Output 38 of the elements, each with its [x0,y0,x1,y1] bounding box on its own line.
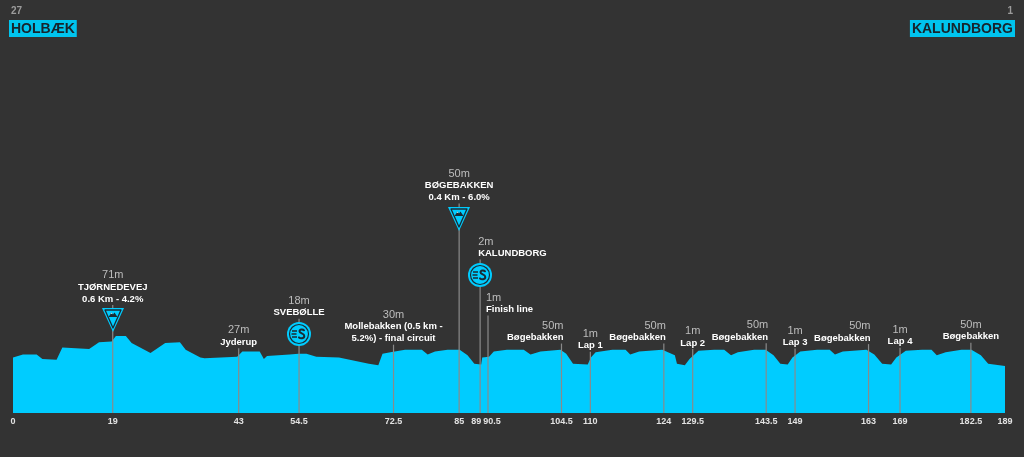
x-tick-label: 163 [861,416,877,427]
x-tick-label: 19 [107,416,118,427]
x-tick-label: 104.5 [550,416,573,427]
x-tick-label: 124 [656,416,672,427]
text: KALUNDBORG [911,19,1014,36]
ref-line-label: 1m Finish line [486,290,533,315]
ref-line-label: 30m Mollebakken (0.5 km - 5.2%) - final circuit [344,307,443,344]
ref-line-label: 1m Lap 2 [680,324,706,348]
ref-line-label: 50m Bøgebakken [506,318,564,343]
ref-line-label: 50m Bøgebakken [942,317,1000,342]
x-tick-label: 85 [454,416,465,427]
text: HOLBÆK [11,19,75,36]
ref-line-label: 50m Bøgebakken [814,319,871,343]
x-tick-label: 149 [787,416,803,427]
x-tick-label: 129.5 [681,416,704,427]
ref-line-label: 18m SVEBØLLE [273,293,325,318]
ref-line-label: 27m Jyderup [220,323,258,347]
x-tick-label: 110 [583,416,598,427]
ref-line-label: 71m TJØRNEDEVEJ 0.6 Km - 4.2% [77,268,148,304]
ref-line-label: 1m Lap 1 [577,326,604,351]
text: 27 [11,4,23,16]
x-tick-label: 90.5 [483,416,501,427]
ref-line-label: 50m BØGEBAKKEN 0.4 Km - 6.0% [424,166,494,203]
x-tick-label: 89 [471,416,482,427]
ref-line-label: 1m Lap 3 [782,323,808,348]
ref-line-label: 50m Bøgebakken [711,318,769,342]
x-tick-label: 0 [10,416,16,427]
x-tick-label: 54.5 [290,416,308,427]
ref-line-label: 2m KALUNDBORG [478,234,547,259]
x-tick-label: 169 [892,416,908,427]
x-tick-label: 182.5 [959,416,983,427]
text: 1 [1007,4,1014,16]
ref-line-label: 1m Lap 4 [887,322,914,347]
x-tick-label: 143.5 [754,416,778,427]
ref-line-label: 50m Bøgebakken [609,318,667,343]
x-tick-label: 43 [233,416,244,427]
x-tick-label: 72.5 [384,416,403,427]
x-tick-label: 189 [997,416,1013,427]
